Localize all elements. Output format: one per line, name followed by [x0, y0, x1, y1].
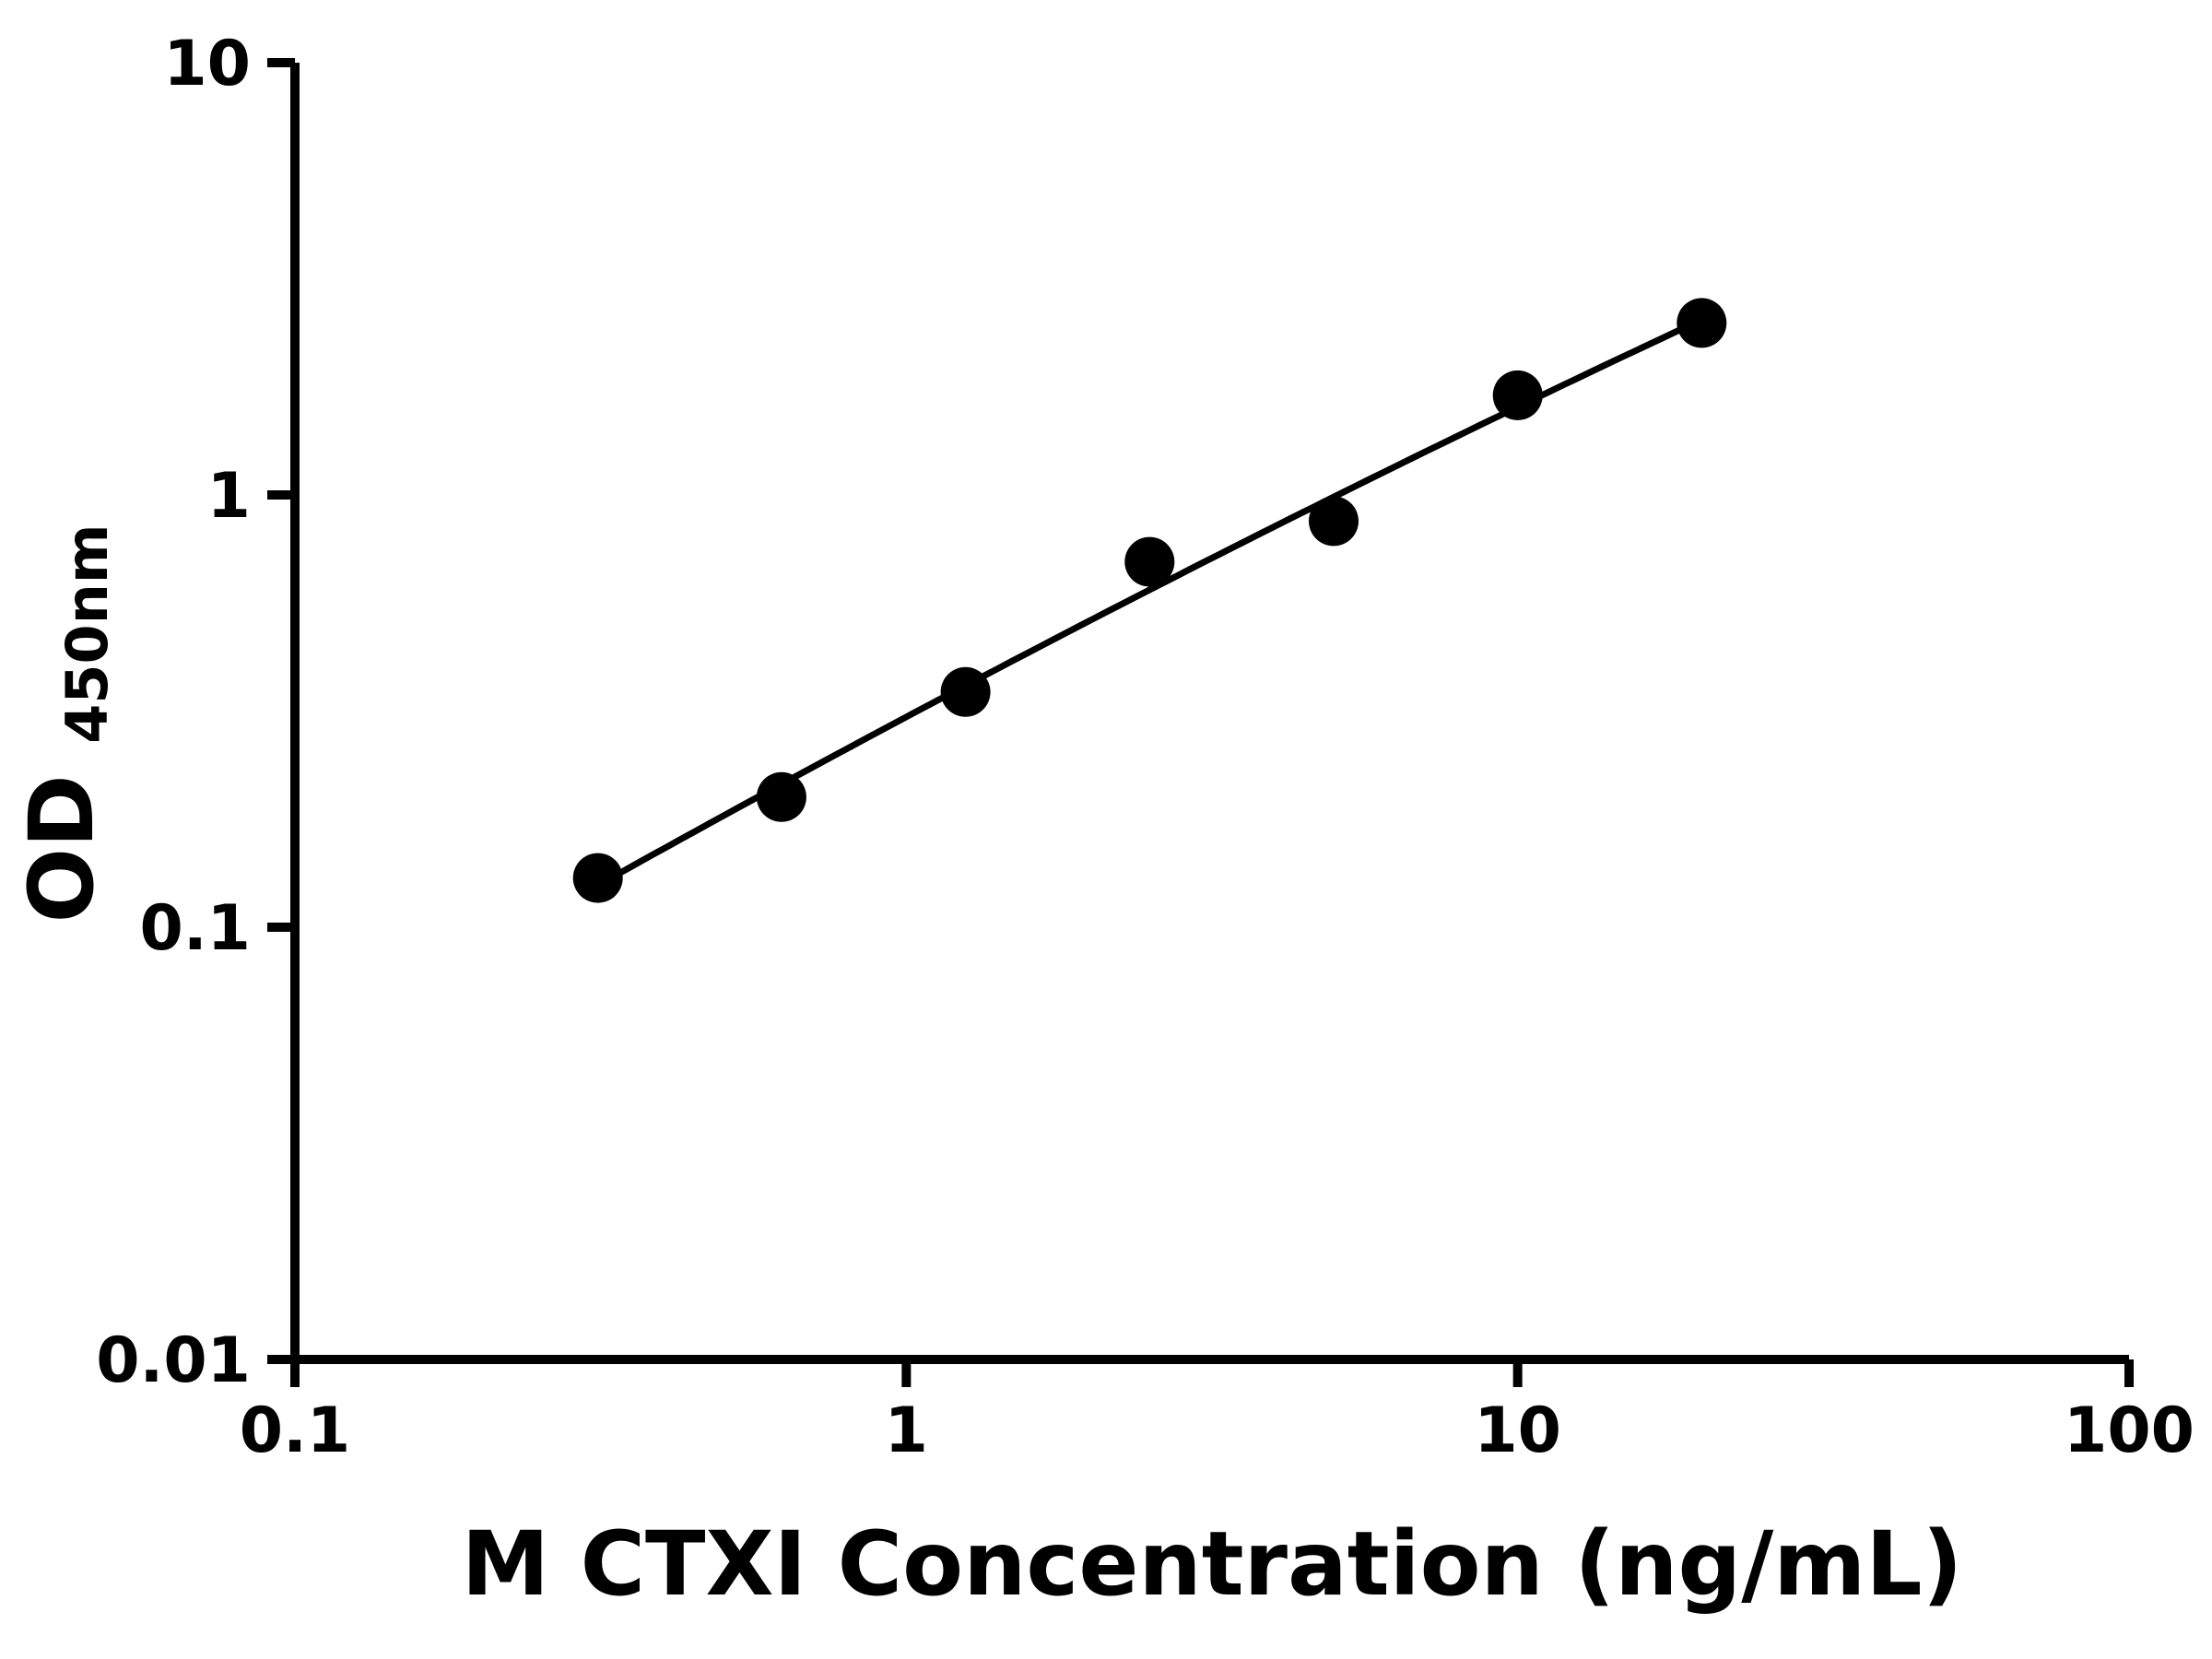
- axes-lines: [290, 63, 2129, 1364]
- x-axis-tick-label: 100: [2064, 1394, 2194, 1467]
- y-axis-tick-label: 0.1: [140, 892, 251, 965]
- data-point: [1677, 298, 1727, 348]
- y-axis-tick-label: 0.01: [96, 1324, 251, 1397]
- data-point: [940, 666, 991, 717]
- x-axis-tick-label: 0.1: [240, 1394, 350, 1467]
- data-point: [1309, 496, 1359, 547]
- x-axis-tick-label: 10: [1474, 1394, 1561, 1467]
- y-axis-title-subscript: 450nm: [53, 524, 121, 744]
- data-point: [1492, 370, 1543, 420]
- y-axis-title-main: OD: [10, 774, 113, 923]
- data-point: [572, 853, 623, 903]
- y-axis-title: OD 450nm: [10, 524, 121, 924]
- data-point: [1124, 536, 1175, 587]
- x-axis-title: M CTXI Concentration (ng/mL): [462, 1512, 1963, 1616]
- y-axis-tick-label: 10: [163, 28, 251, 100]
- y-axis-tick-label: 1: [207, 460, 251, 533]
- x-axis-tick-label: 1: [885, 1394, 928, 1467]
- data-point: [756, 771, 806, 822]
